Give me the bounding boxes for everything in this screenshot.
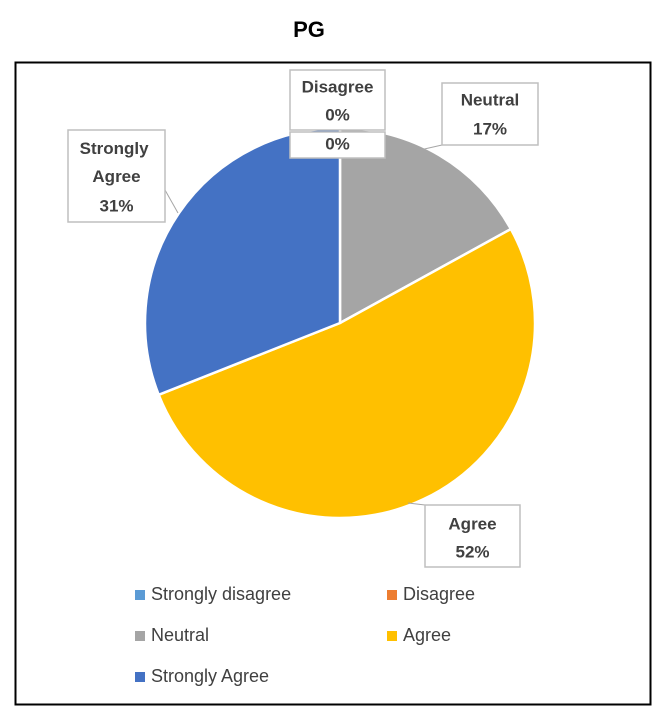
legend-label: Disagree — [403, 584, 475, 604]
chart-title: PG — [293, 17, 325, 42]
legend-label: Agree — [403, 625, 451, 645]
data-label-name: Agree — [448, 514, 496, 533]
data-label-name: Strongly Agree — [80, 139, 154, 186]
legend-swatch — [135, 631, 145, 641]
legend-label: Strongly disagree — [151, 584, 291, 604]
pie-slice — [157, 227, 537, 520]
data-label-value: 52% — [455, 542, 489, 561]
legend-label: Neutral — [151, 625, 209, 645]
data-label-name: Neutral — [461, 90, 520, 109]
legend-swatch — [135, 672, 145, 682]
label-box — [441, 82, 539, 146]
legend-swatch — [387, 631, 397, 641]
label-box — [289, 69, 386, 131]
legend-swatch — [387, 590, 397, 600]
leader-line — [419, 144, 443, 151]
leader-line — [164, 189, 179, 214]
leader-line — [407, 502, 426, 506]
data-label-value: 0% — [325, 105, 350, 124]
legend-label: Strongly Agree — [151, 666, 269, 686]
label-box — [67, 129, 166, 223]
label-box — [424, 504, 521, 568]
data-label-value: 0% — [325, 134, 350, 153]
data-label-value: 31% — [99, 196, 133, 215]
chart-frame — [14, 61, 652, 706]
data-label-value: 17% — [473, 119, 507, 138]
label-box — [289, 131, 386, 159]
legend-swatch — [135, 590, 145, 600]
data-label-name: Disagree — [302, 77, 374, 96]
